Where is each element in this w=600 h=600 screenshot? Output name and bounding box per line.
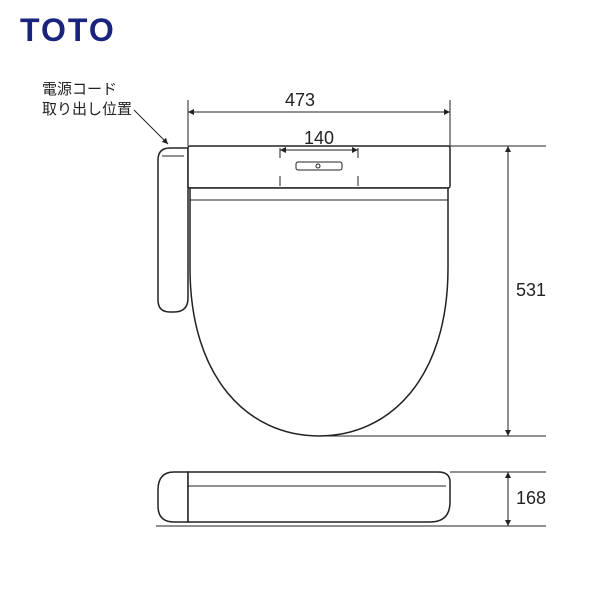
dim-140-text: 140 <box>304 128 334 148</box>
drawing: 電源コード 取り出し位置 473 140 <box>0 0 600 600</box>
cord-leader <box>134 110 168 144</box>
control-arm <box>158 148 188 312</box>
side-arm <box>158 472 188 522</box>
dim-168: 168 <box>450 472 546 526</box>
side-body <box>188 472 450 522</box>
cord-label-line2: 取り出し位置 <box>42 101 132 118</box>
side-view <box>156 472 452 526</box>
cord-label-line1: 電源コード <box>42 81 117 98</box>
dim-168-text: 168 <box>516 488 546 508</box>
rear-panel <box>188 146 450 188</box>
dim-473-text: 473 <box>285 90 315 110</box>
seat-lid <box>190 188 448 436</box>
top-view <box>158 146 450 436</box>
dim-531-text: 531 <box>516 280 546 300</box>
